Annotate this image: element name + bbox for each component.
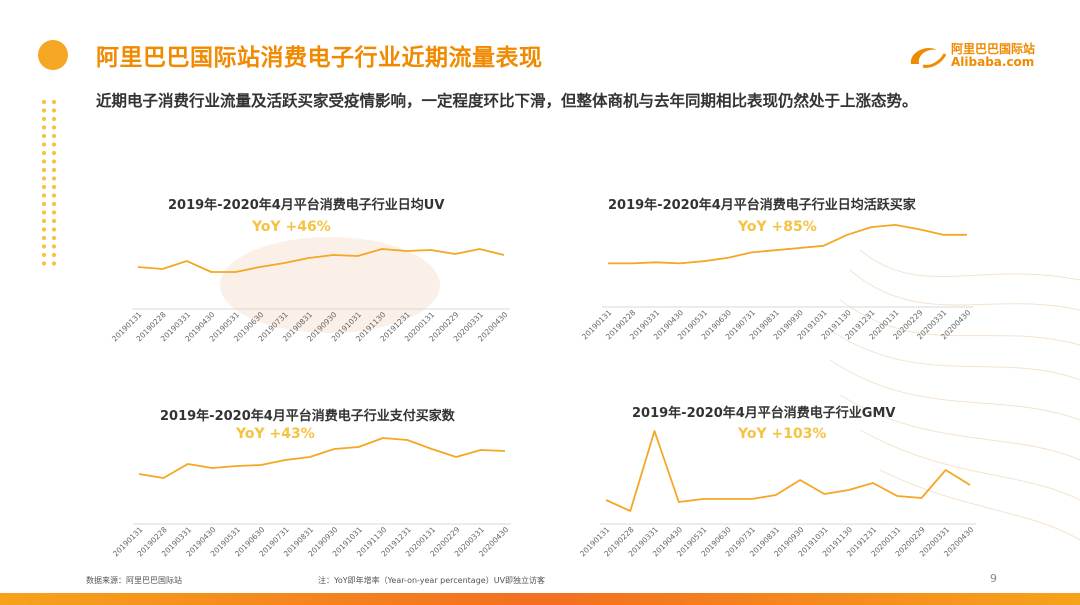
decor-dot xyxy=(51,167,57,173)
series-line xyxy=(137,248,505,273)
decor-dot xyxy=(51,108,57,113)
decor-dot xyxy=(41,193,47,198)
chart-2-yoy: YoY +85% xyxy=(738,219,817,235)
decor-dot xyxy=(41,227,47,232)
decor-dot xyxy=(41,176,47,181)
decor-dot xyxy=(51,159,57,164)
series-line xyxy=(138,437,506,479)
alibaba-logo: 阿里巴巴国际站 Alibaba.com xyxy=(905,38,1045,74)
decor-dot xyxy=(41,142,47,147)
chart-2-active-buyers: 2019013120190228201903312019043020190531… xyxy=(580,223,973,341)
decor-dot xyxy=(51,201,57,207)
decor-dot xyxy=(41,210,47,215)
decor-dot xyxy=(41,184,47,190)
logo-text-cn: 阿里巴巴国际站 xyxy=(951,42,1036,56)
chart-1-title: 2019年-2020年4月平台消费电子行业日均UV xyxy=(168,198,445,213)
chart-4-gmv: 2019013120190228201903312019043020190531… xyxy=(578,430,976,558)
decor-dot xyxy=(41,99,47,105)
decor-dot xyxy=(51,150,57,156)
decor-dot xyxy=(41,116,47,122)
chart-3-title: 2019年-2020年4月平台消费电子行业支付买家数 xyxy=(160,409,455,424)
alibaba-logo-icon xyxy=(910,47,947,68)
decor-dot xyxy=(41,150,47,156)
decor-dot xyxy=(41,133,47,139)
chart-3-yoy: YoY +43% xyxy=(236,426,315,442)
chart-3-paying-buyers: 2019013120190228201903312019043020190531… xyxy=(111,437,511,558)
page-number: 9 xyxy=(990,572,997,585)
logo-text-en: Alibaba.com xyxy=(951,55,1035,69)
series-line xyxy=(605,430,971,512)
decor-dot xyxy=(51,210,57,215)
decor-dot xyxy=(51,218,57,224)
decor-dot xyxy=(51,235,57,241)
footer-source: 数据来源：阿里巴巴国际站 xyxy=(86,576,182,585)
chart-1-uv: 2019013120190228201903312019043020190531… xyxy=(110,248,510,343)
decor-dot xyxy=(41,201,47,207)
decor-dot xyxy=(51,133,57,139)
chart-1-yoy: YoY +46% xyxy=(252,219,331,235)
decor-dot xyxy=(41,252,47,258)
decor-dot xyxy=(51,99,57,105)
decor-dot xyxy=(41,218,47,224)
decor-dot xyxy=(51,227,57,232)
decor-dot xyxy=(41,125,47,130)
chart-4-title: 2019年-2020年4月平台消费电子行业GMV xyxy=(632,406,896,421)
decor-dot xyxy=(51,184,57,190)
decor-dot xyxy=(41,167,47,173)
decor-dot xyxy=(51,176,57,181)
footer-note: 注：YoY即年增率（Year-on-year percentage）UV即独立访… xyxy=(318,576,546,585)
decor-dot xyxy=(41,235,47,241)
decor-dot xyxy=(41,261,47,266)
decor-dot xyxy=(41,159,47,164)
page-title: 阿里巴巴国际站消费电子行业近期流量表现 xyxy=(96,45,543,71)
series-line xyxy=(608,223,967,265)
decor-dot xyxy=(51,261,57,266)
decor-dot xyxy=(51,125,57,130)
page-subtitle: 近期电子消费行业流量及活跃买家受疫情影响，一定程度环比下滑，但整体商机与去年同期… xyxy=(96,92,918,110)
decor-dot xyxy=(51,244,57,249)
decorative-dot-column xyxy=(41,99,57,266)
chart-4-yoy: YoY +103% xyxy=(738,426,827,442)
decor-dot xyxy=(51,193,57,198)
decor-dot xyxy=(51,142,57,147)
chart-2-title: 2019年-2020年4月平台消费电子行业日均活跃买家 xyxy=(608,198,916,213)
decor-dot xyxy=(41,244,47,249)
decor-dot xyxy=(51,252,57,258)
decor-dot xyxy=(41,108,47,113)
title-bullet-dot xyxy=(38,40,68,70)
bottom-accent-bar xyxy=(0,593,1080,605)
decor-dot xyxy=(51,116,57,122)
